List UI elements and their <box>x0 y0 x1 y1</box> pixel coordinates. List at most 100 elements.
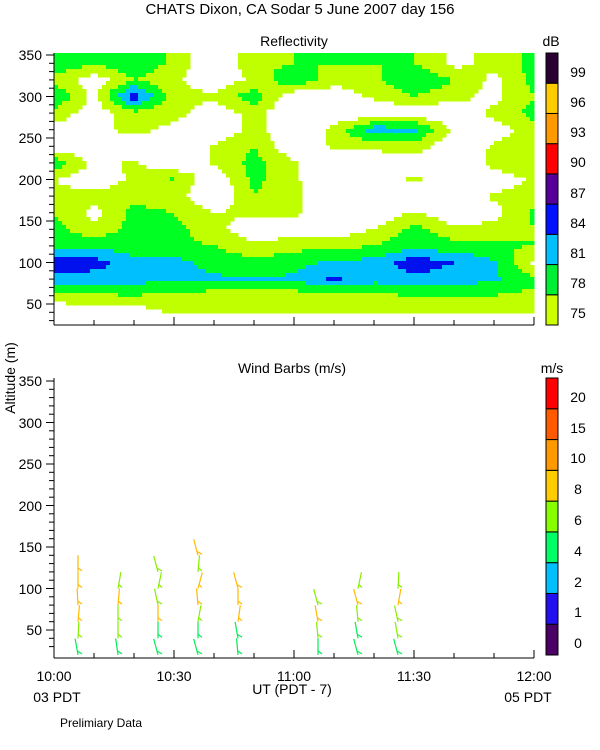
reflectivity-cell <box>254 193 259 198</box>
reflectivity-cell <box>498 117 503 122</box>
reflectivity-cell <box>326 241 331 246</box>
reflectivity-cell <box>82 257 87 262</box>
reflectivity-cell <box>126 129 131 134</box>
reflectivity-cell <box>126 269 131 274</box>
reflectivity-cell <box>518 73 523 78</box>
reflectivity-cell <box>70 205 75 210</box>
reflectivity-cell <box>370 245 375 250</box>
reflectivity-cell <box>514 109 519 114</box>
reflectivity-cell <box>514 149 519 154</box>
reflectivity-cell <box>490 253 495 258</box>
reflectivity-cell <box>190 253 195 258</box>
reflectivity-cell <box>62 217 67 222</box>
reflectivity-cell <box>142 53 147 58</box>
reflectivity-cell <box>154 193 159 198</box>
reflectivity-cell <box>146 189 151 194</box>
reflectivity-cell <box>234 81 239 86</box>
reflectivity-cell <box>266 273 271 278</box>
reflectivity-cell <box>482 229 487 234</box>
reflectivity-cell <box>78 293 83 298</box>
reflectivity-cell <box>126 201 131 206</box>
reflectivity-cell <box>254 113 259 118</box>
reflectivity-cell <box>338 249 343 254</box>
reflectivity-cell <box>414 253 419 258</box>
reflectivity-cell <box>466 85 471 90</box>
reflectivity-cell <box>370 237 375 242</box>
reflectivity-cell <box>74 193 79 198</box>
reflectivity-cell <box>174 209 179 214</box>
reflectivity-cell <box>510 153 515 158</box>
reflectivity-cell <box>522 97 527 102</box>
reflectivity-cell <box>438 269 443 274</box>
reflectivity-cell <box>438 77 443 82</box>
reflectivity-cell <box>234 265 239 270</box>
reflectivity-cell <box>250 113 255 118</box>
reflectivity-cell <box>514 53 519 58</box>
reflectivity-cell <box>170 65 175 70</box>
reflectivity-cell <box>178 265 183 270</box>
reflectivity-cell <box>450 249 455 254</box>
reflectivity-cell <box>86 261 91 266</box>
reflectivity-cell <box>226 149 231 154</box>
reflectivity-cell <box>90 261 95 266</box>
reflectivity-cell <box>242 289 247 294</box>
reflectivity-cell <box>522 273 527 278</box>
reflectivity-cell <box>530 117 535 122</box>
reflectivity-cell <box>250 177 255 182</box>
reflectivity-cell <box>498 253 503 258</box>
reflectivity-cell <box>74 81 79 86</box>
reflectivity-cell <box>286 73 291 78</box>
reflectivity-cell <box>502 65 507 70</box>
reflectivity-cell <box>190 277 195 282</box>
reflectivity-cell <box>250 105 255 110</box>
reflectivity-cell <box>74 253 79 258</box>
reflectivity-cell <box>454 281 459 286</box>
reflectivity-cell <box>410 237 415 242</box>
reflectivity-cell <box>438 121 443 126</box>
reflectivity-cell <box>270 189 275 194</box>
reflectivity-cell <box>270 89 275 94</box>
reflectivity-cell <box>434 261 439 266</box>
reflectivity-cell <box>242 81 247 86</box>
reflectivity-cell <box>498 105 503 110</box>
reflectivity-cell <box>278 257 283 262</box>
reflectivity-cell <box>202 237 207 242</box>
reflectivity-cell <box>190 101 195 106</box>
reflectivity-cell <box>502 265 507 270</box>
reflectivity-cell <box>522 53 527 58</box>
reflectivity-cell <box>506 237 511 242</box>
reflectivity-cell <box>394 281 399 286</box>
reflectivity-cell <box>246 81 251 86</box>
reflectivity-cell <box>290 273 295 278</box>
reflectivity-cell <box>474 233 479 238</box>
reflectivity-cell <box>122 65 127 70</box>
reflectivity-cell <box>490 149 495 154</box>
reflectivity-cell <box>506 225 511 230</box>
reflectivity-cell <box>410 229 415 234</box>
reflectivity-cell <box>514 225 519 230</box>
reflectivity-cell <box>446 97 451 102</box>
reflectivity-cell <box>450 285 455 290</box>
reflectivity-cell <box>86 197 91 202</box>
reflectivity-cell <box>238 149 243 154</box>
reflectivity-cell <box>266 289 271 294</box>
reflectivity-cell <box>170 213 175 218</box>
reflectivity-cell <box>162 261 167 266</box>
reflectivity-cell <box>166 265 171 270</box>
reflectivity-cell <box>294 273 299 278</box>
reflectivity-cell <box>294 257 299 262</box>
reflectivity-cell <box>102 221 107 226</box>
reflectivity-cell <box>522 137 527 142</box>
reflectivity-cell <box>426 85 431 90</box>
reflectivity-cell <box>498 57 503 62</box>
reflectivity-cell <box>254 213 259 218</box>
reflectivity-cell <box>386 65 391 70</box>
reflectivity-cell <box>474 65 479 70</box>
reflectivity-cell <box>350 237 355 242</box>
reflectivity-cell <box>254 185 259 190</box>
reflectivity-cell <box>498 53 503 58</box>
reflectivity-cell <box>214 253 219 258</box>
reflectivity-cell <box>154 53 159 58</box>
reflectivity-cell <box>526 233 531 238</box>
reflectivity-cell <box>94 189 99 194</box>
